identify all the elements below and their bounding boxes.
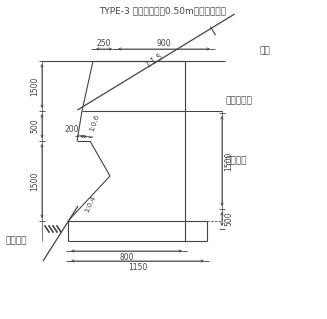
Text: 250: 250 <box>97 39 111 48</box>
Text: チッピング: チッピング <box>225 97 252 106</box>
Text: 1:0.4: 1:0.4 <box>83 194 96 213</box>
Text: 既設擁壁: 既設擁壁 <box>5 236 26 246</box>
Text: 500: 500 <box>30 119 40 133</box>
Text: 500: 500 <box>225 212 233 226</box>
Text: 800: 800 <box>119 253 134 262</box>
Text: 200: 200 <box>65 125 79 135</box>
Text: 1:0.6: 1:0.6 <box>88 114 100 132</box>
Text: 嵩上擁壁: 嵩上擁壁 <box>225 157 247 166</box>
Text: 1500: 1500 <box>30 76 40 96</box>
Text: 1150: 1150 <box>128 263 147 271</box>
Text: 1500: 1500 <box>30 171 40 191</box>
Text: 歩道: 歩道 <box>260 47 271 56</box>
Text: 1500: 1500 <box>225 151 233 171</box>
Text: 1:1.5: 1:1.5 <box>144 52 165 70</box>
Text: 900: 900 <box>157 39 171 48</box>
Text: TYPE-3 （嵩上高さが0.50m以下の場合）: TYPE-3 （嵩上高さが0.50m以下の場合） <box>99 6 227 16</box>
